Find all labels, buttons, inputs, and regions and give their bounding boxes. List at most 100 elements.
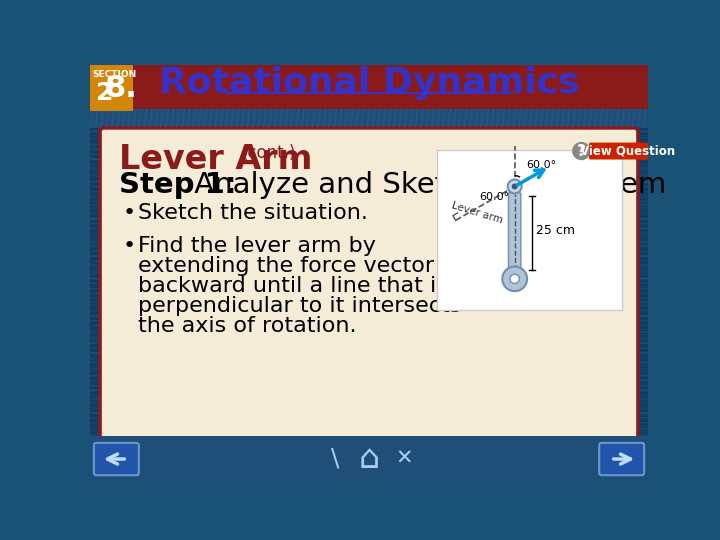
Bar (90, 261, 648, 264)
Bar (90, 215, 648, 217)
Bar (90, 376, 648, 378)
Bar (90, 132, 648, 134)
Bar (90, 72, 648, 74)
Bar (90, 193, 648, 195)
Text: 25 cm: 25 cm (536, 224, 575, 237)
Bar (90, 182, 648, 184)
Bar (90, 271, 648, 273)
Bar (90, 381, 648, 383)
Bar (90, 354, 648, 356)
Bar (90, 238, 648, 240)
Bar (90, 468, 648, 470)
Bar (90, 455, 648, 457)
Bar (90, 298, 648, 300)
Bar (90, 79, 648, 82)
Text: 2: 2 (96, 81, 114, 105)
Bar (90, 387, 648, 389)
Bar (90, 220, 648, 222)
Bar (90, 330, 648, 333)
FancyBboxPatch shape (100, 128, 638, 440)
Bar (90, 284, 648, 287)
Bar (90, 349, 648, 351)
Bar (90, 159, 648, 162)
Text: Lever arm: Lever arm (451, 200, 504, 225)
Bar (90, 349, 648, 351)
Text: ⌂: ⌂ (359, 442, 379, 475)
Bar (90, 354, 648, 356)
Bar (90, 95, 648, 97)
Bar (90, 155, 648, 157)
Bar (90, 316, 648, 319)
Bar (90, 457, 648, 459)
Bar (90, 168, 648, 171)
Bar (90, 197, 648, 199)
Text: perpendicular to it intersects: perpendicular to it intersects (138, 296, 462, 316)
Bar (90, 233, 648, 236)
Bar (90, 289, 648, 291)
Bar (90, 90, 648, 92)
FancyBboxPatch shape (90, 436, 648, 481)
FancyBboxPatch shape (90, 110, 648, 128)
Bar (90, 166, 648, 168)
Bar (90, 241, 648, 244)
Bar (90, 478, 648, 481)
Text: •: • (122, 204, 136, 224)
Bar (90, 164, 648, 166)
Bar (90, 428, 648, 430)
Bar (90, 236, 648, 238)
Text: the axis of rotation.: the axis of rotation. (138, 316, 356, 336)
Bar (90, 178, 648, 180)
Bar (90, 478, 648, 481)
Bar (90, 474, 648, 476)
Bar (90, 85, 648, 88)
Bar (90, 173, 648, 176)
Bar (90, 372, 648, 374)
Bar (90, 294, 648, 296)
Bar (90, 262, 648, 265)
Text: Lever Arm: Lever Arm (120, 143, 312, 177)
Bar (90, 326, 648, 328)
Bar (90, 450, 648, 453)
Bar (90, 76, 648, 79)
Bar (90, 316, 648, 319)
Bar (90, 335, 648, 338)
Text: SECTION: SECTION (92, 70, 137, 79)
Bar (90, 69, 648, 71)
Bar (90, 418, 648, 421)
Bar (90, 229, 648, 231)
Bar (90, 363, 648, 365)
Bar (90, 127, 648, 130)
Text: Step 1:: Step 1: (120, 171, 237, 199)
Bar (90, 85, 648, 87)
Bar (90, 247, 648, 249)
Text: extending the force vector: extending the force vector (138, 256, 434, 276)
Bar (90, 430, 648, 432)
Bar (90, 128, 648, 130)
Bar (90, 112, 648, 114)
Bar (90, 397, 648, 400)
Bar (90, 211, 648, 213)
Bar (90, 441, 648, 444)
Bar (90, 381, 648, 383)
Circle shape (503, 267, 527, 291)
Bar (90, 209, 648, 211)
FancyBboxPatch shape (508, 193, 521, 271)
Bar (90, 469, 648, 471)
Bar (90, 423, 648, 425)
Bar (90, 104, 648, 106)
Bar (90, 321, 648, 323)
Bar (90, 275, 648, 278)
Bar (90, 187, 648, 190)
Text: \: \ (330, 446, 339, 470)
Bar (90, 462, 648, 464)
Bar (90, 133, 648, 136)
Bar (90, 403, 648, 405)
Bar (90, 460, 648, 462)
Bar (90, 284, 648, 287)
Bar (90, 386, 648, 388)
Bar (90, 370, 648, 373)
Circle shape (508, 179, 522, 193)
Bar (90, 306, 648, 308)
FancyBboxPatch shape (599, 443, 644, 475)
Bar (90, 322, 648, 325)
